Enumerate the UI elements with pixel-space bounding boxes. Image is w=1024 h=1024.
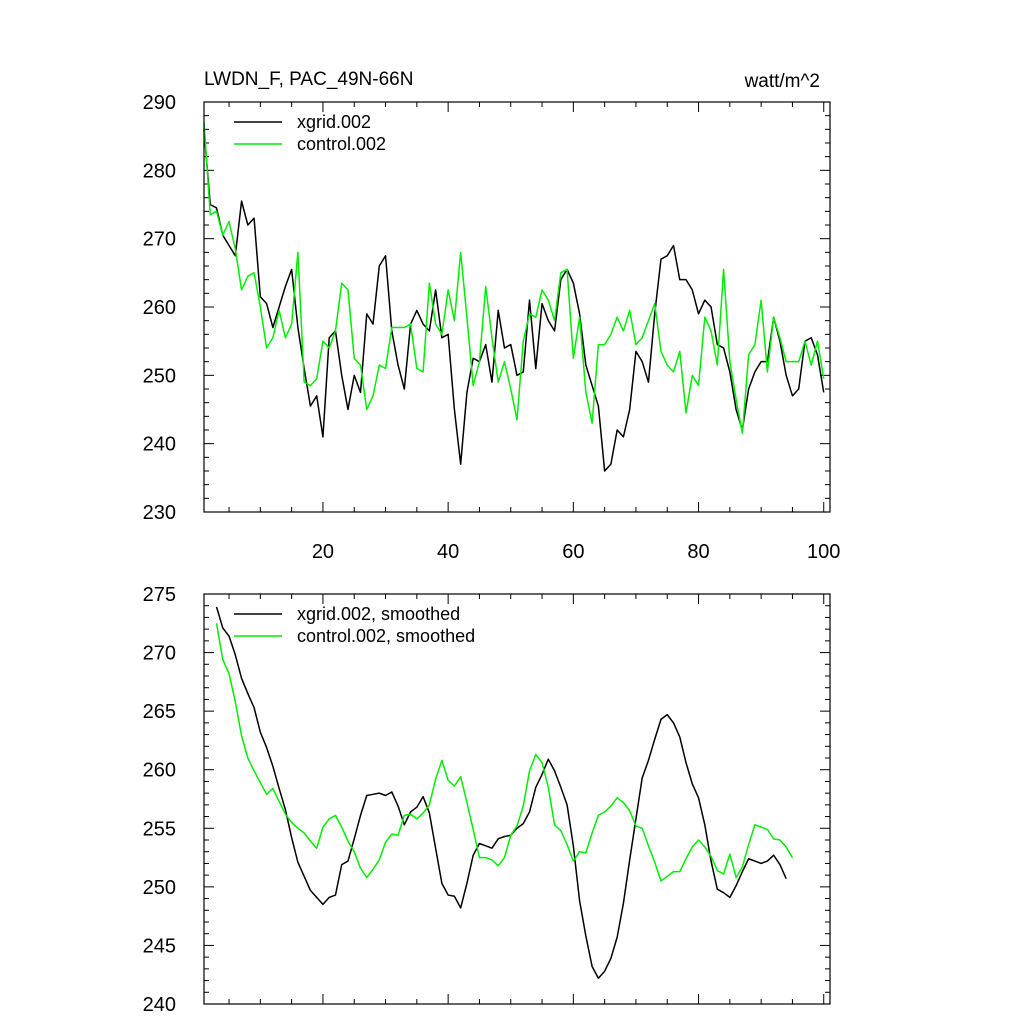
y-tick-label: 230	[143, 502, 176, 524]
top-panel: LWDN_F, PAC_49N-66N watt/m^2 230 240 250 26…	[143, 69, 841, 563]
y-tick-label: 280	[143, 160, 176, 182]
x-tick-label: 100	[807, 541, 840, 563]
series-line-2	[203, 122, 825, 435]
y-tick-label: 250	[143, 877, 176, 899]
x-tick-label: 20	[312, 541, 334, 563]
units-label: watt/m^2	[744, 71, 820, 92]
y-tick-label: 255	[143, 818, 176, 840]
legend-label: xgrid.002	[297, 112, 371, 132]
y-tick-label: 275	[143, 584, 176, 606]
y-tick-label: 270	[143, 643, 176, 665]
x-tick-label: 80	[687, 541, 709, 563]
plot-frame	[203, 101, 831, 513]
y-tick-label: 260	[143, 760, 176, 782]
plot-frame	[203, 593, 831, 1005]
y-tick-label: 260	[143, 297, 176, 319]
y-tick-label: 265	[143, 701, 176, 723]
legend-label: control.002	[297, 134, 386, 154]
x-tick-label: 60	[562, 541, 584, 563]
series-line-1	[203, 129, 825, 472]
legend-label: xgrid.002, smoothed	[297, 604, 460, 624]
y-tick-label: 290	[143, 92, 176, 114]
series-line-1	[215, 606, 787, 979]
bottom-panel: 240 245 250 255 260 265 270 275 xgrid.002, smoo…	[143, 584, 831, 1016]
y-tick-label: 240	[143, 434, 176, 456]
chart-title: LWDN_F, PAC_49N-66N	[204, 69, 413, 90]
series-line-2	[215, 623, 794, 882]
y-tick-label: 240	[143, 994, 176, 1016]
y-tick-label: 270	[143, 229, 176, 251]
legend-label: control.002, smoothed	[297, 626, 475, 646]
x-tick-label: 40	[437, 541, 459, 563]
y-tick-label: 245	[143, 935, 176, 957]
y-tick-label: 250	[143, 365, 176, 387]
